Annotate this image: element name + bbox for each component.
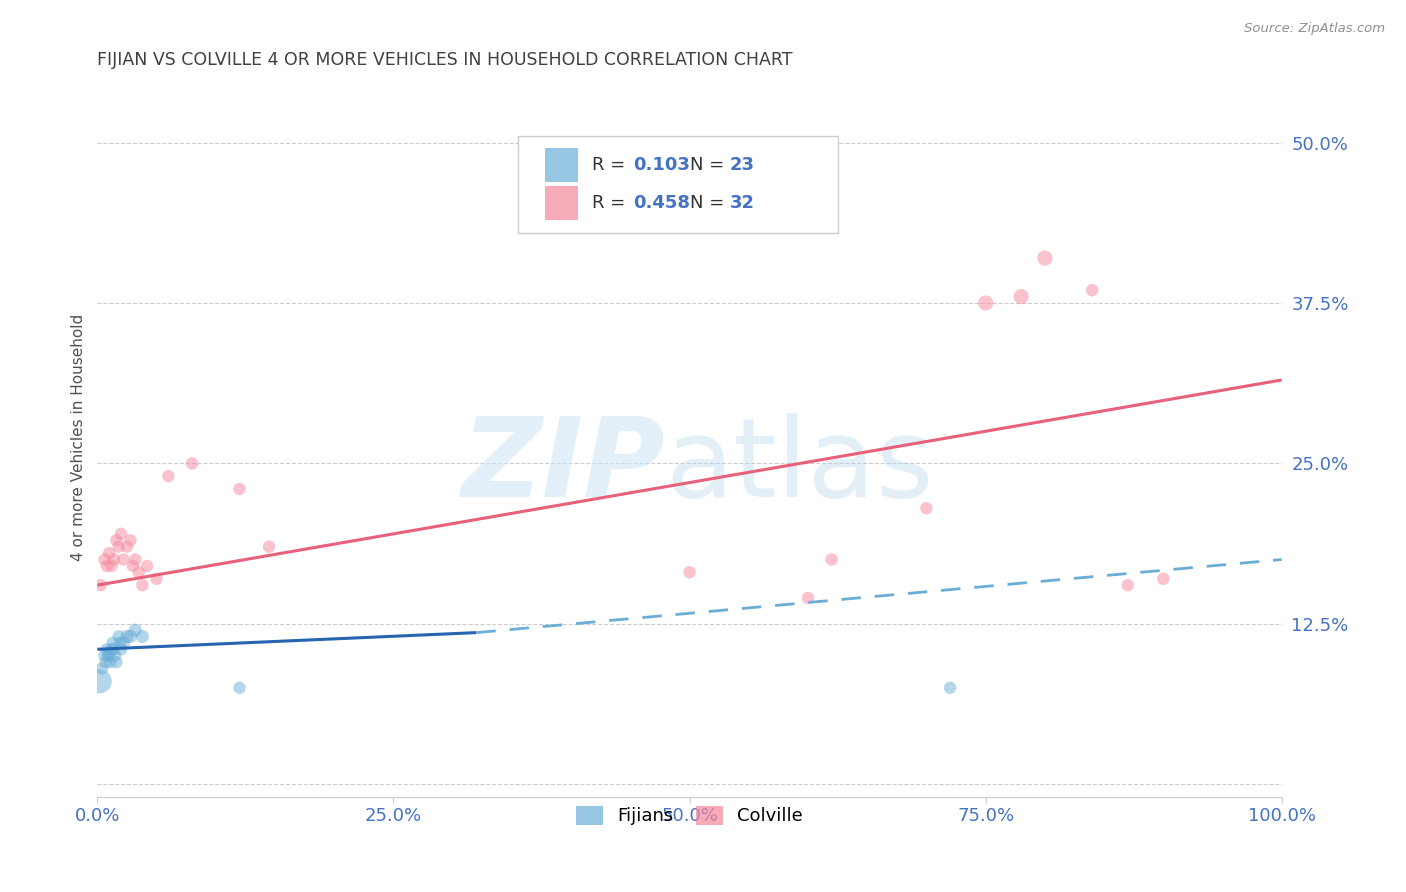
- FancyBboxPatch shape: [546, 147, 578, 182]
- Point: [939, 681, 962, 695]
- Point: [131, 630, 153, 644]
- Point: [89, 674, 111, 689]
- Legend: Fijians, Colville: Fijians, Colville: [567, 797, 811, 834]
- Y-axis label: 4 or more Vehicles in Household: 4 or more Vehicles in Household: [72, 314, 86, 561]
- Point: [93, 552, 115, 566]
- Point: [124, 623, 146, 637]
- Point: [257, 540, 280, 554]
- Point: [821, 552, 844, 566]
- Point: [228, 681, 250, 695]
- Point: [915, 501, 938, 516]
- Text: 0.458: 0.458: [633, 194, 690, 211]
- Text: atlas: atlas: [666, 413, 935, 520]
- FancyBboxPatch shape: [546, 186, 578, 220]
- Point: [107, 540, 129, 554]
- Text: 32: 32: [730, 194, 755, 211]
- Text: R =: R =: [592, 194, 631, 211]
- Point: [1116, 578, 1139, 592]
- Point: [115, 540, 138, 554]
- Point: [103, 642, 125, 657]
- Point: [157, 469, 180, 483]
- Point: [678, 566, 700, 580]
- Point: [110, 642, 132, 657]
- Point: [974, 296, 997, 310]
- Point: [101, 636, 124, 650]
- Point: [105, 655, 128, 669]
- Point: [120, 630, 142, 644]
- Point: [98, 648, 121, 663]
- Point: [1081, 283, 1104, 297]
- Point: [94, 655, 117, 669]
- Point: [128, 566, 150, 580]
- Text: ZIP: ZIP: [463, 413, 666, 520]
- Point: [98, 546, 121, 560]
- Point: [107, 630, 129, 644]
- Text: 0.103: 0.103: [633, 156, 689, 174]
- Text: FIJIAN VS COLVILLE 4 OR MORE VEHICLES IN HOUSEHOLD CORRELATION CHART: FIJIAN VS COLVILLE 4 OR MORE VEHICLES IN…: [97, 51, 793, 69]
- Point: [103, 552, 125, 566]
- Point: [228, 482, 250, 496]
- FancyBboxPatch shape: [517, 136, 838, 233]
- Point: [145, 572, 167, 586]
- Point: [112, 552, 135, 566]
- Point: [105, 533, 128, 548]
- Text: N =: N =: [689, 156, 730, 174]
- Point: [90, 578, 112, 592]
- Point: [1152, 572, 1174, 586]
- Point: [124, 552, 146, 566]
- Point: [97, 648, 120, 663]
- Point: [96, 558, 118, 573]
- Text: Source: ZipAtlas.com: Source: ZipAtlas.com: [1244, 22, 1385, 36]
- Point: [91, 661, 114, 675]
- Point: [112, 636, 135, 650]
- Point: [110, 527, 132, 541]
- Point: [100, 642, 122, 657]
- Point: [181, 456, 204, 470]
- Point: [122, 558, 145, 573]
- Text: R =: R =: [592, 156, 631, 174]
- Text: N =: N =: [689, 194, 730, 211]
- Point: [1033, 251, 1056, 265]
- Point: [96, 642, 118, 657]
- Point: [100, 558, 122, 573]
- Point: [104, 648, 127, 663]
- Point: [108, 636, 131, 650]
- Point: [100, 655, 122, 669]
- Point: [93, 648, 115, 663]
- Point: [136, 558, 159, 573]
- Text: 23: 23: [730, 156, 755, 174]
- Point: [131, 578, 153, 592]
- Point: [797, 591, 820, 605]
- Point: [115, 630, 138, 644]
- Point: [120, 533, 142, 548]
- Point: [1010, 290, 1032, 304]
